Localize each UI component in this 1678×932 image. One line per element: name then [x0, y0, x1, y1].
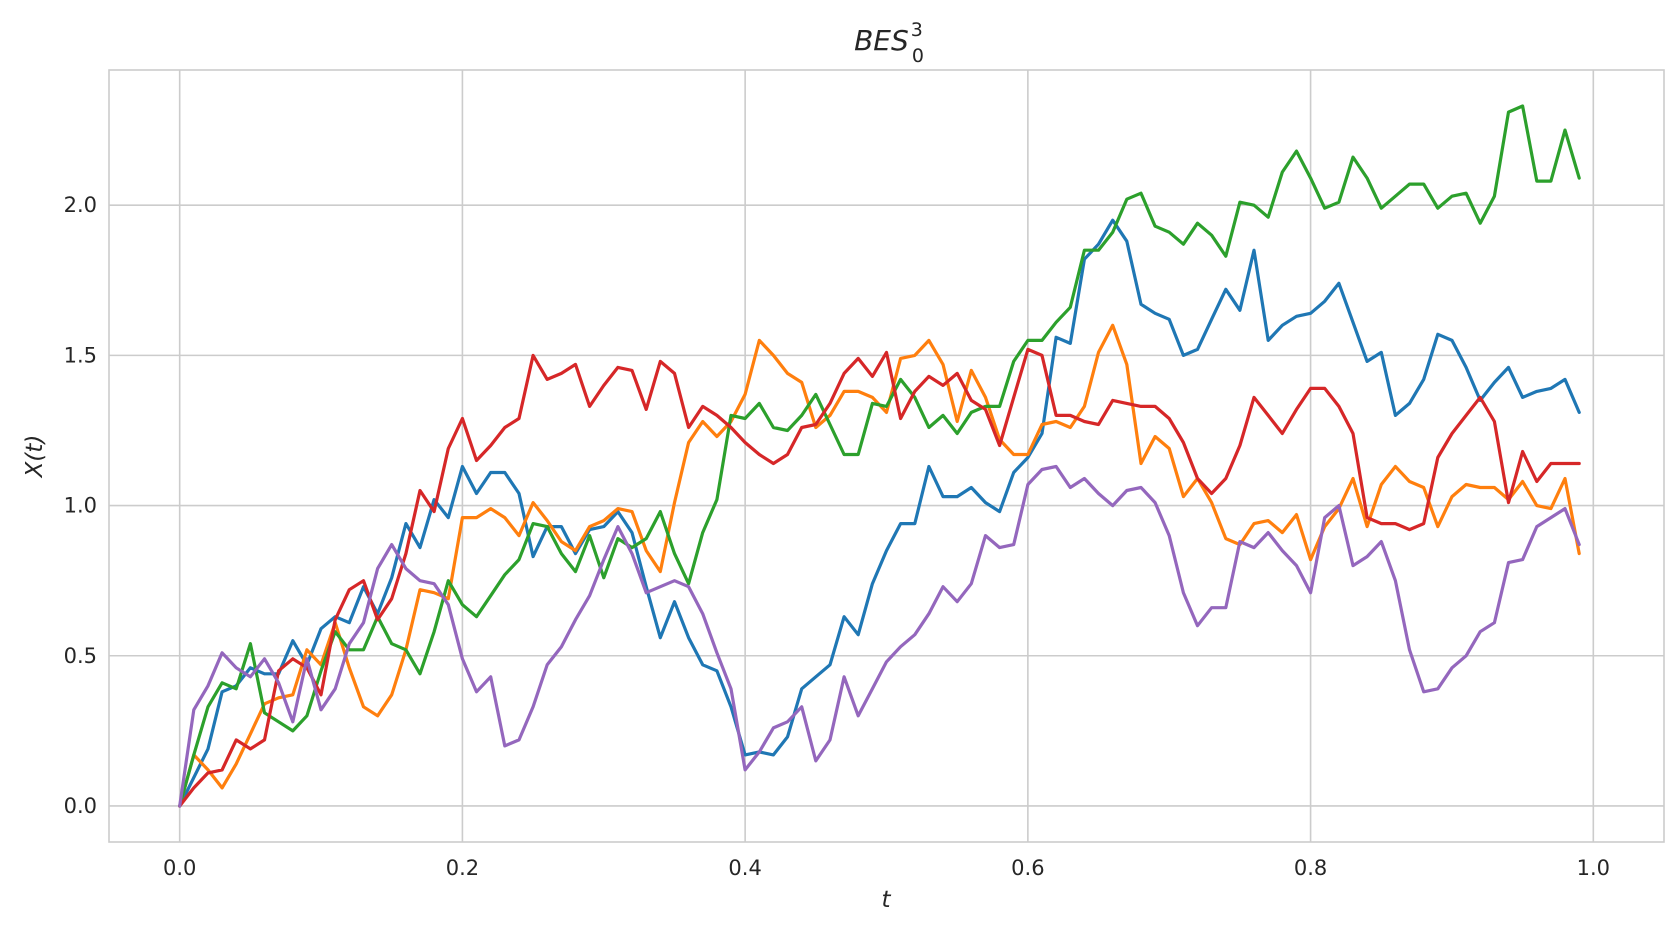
x-tick-label: 0.2 [446, 856, 479, 880]
y-gridlines [109, 204, 1664, 807]
x-tick-labels: 0.0 0.2 0.4 0.6 0.8 1.0 [163, 856, 1610, 880]
y-axis-label: X(t) [22, 435, 48, 479]
x-gridlines [178, 70, 1595, 842]
y-tick-label: 0.0 [64, 794, 97, 818]
x-tick-label: 0.0 [163, 856, 196, 880]
y-tick-labels: 0.0 0.5 1.0 1.5 2.0 [64, 193, 97, 818]
y-tick-label: 2.0 [64, 193, 97, 217]
series-line-4 [178, 347, 1581, 808]
x-tick-label: 0.6 [1011, 856, 1044, 880]
series-line-3 [178, 104, 1581, 808]
x-tick-label: 1.0 [1577, 856, 1610, 880]
series-line-1 [178, 218, 1581, 808]
plot-area-frame [108, 69, 1665, 843]
series-lines [178, 104, 1581, 808]
chart-title: BES 3 0 [854, 19, 924, 67]
x-tick-label: 0.8 [1294, 856, 1327, 880]
title-superscript: 3 [911, 19, 923, 41]
y-tick-label: 0.5 [64, 644, 97, 668]
title-base: BES [854, 24, 909, 57]
x-axis-label: t [881, 887, 891, 913]
y-tick-label: 1.0 [64, 494, 97, 518]
title-subscript: 0 [912, 45, 924, 67]
y-tick-label: 1.5 [64, 343, 97, 367]
series-line-5 [178, 464, 1581, 808]
x-tick-label: 0.4 [728, 856, 761, 880]
